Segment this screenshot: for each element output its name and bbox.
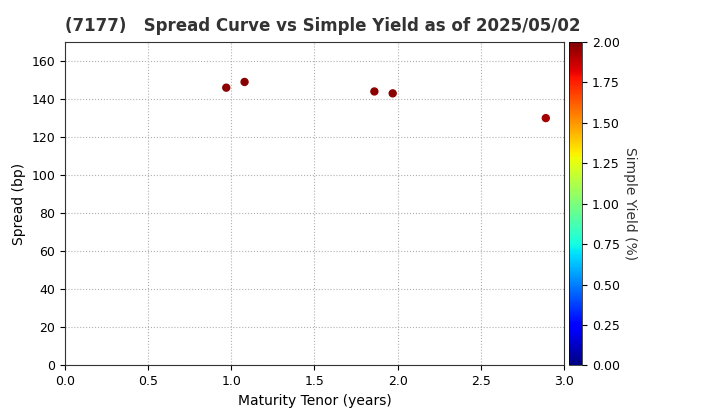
- Point: [387, 90, 398, 97]
- Y-axis label: Spread (bp): Spread (bp): [12, 163, 26, 245]
- Point: [220, 84, 232, 91]
- Point: [239, 79, 251, 85]
- X-axis label: Maturity Tenor (years): Maturity Tenor (years): [238, 394, 392, 408]
- Point: [369, 88, 380, 95]
- Point: [540, 115, 552, 121]
- Text: (7177)   Spread Curve vs Simple Yield as of 2025/05/02: (7177) Spread Curve vs Simple Yield as o…: [65, 17, 580, 35]
- Y-axis label: Simple Yield (%): Simple Yield (%): [623, 147, 636, 260]
